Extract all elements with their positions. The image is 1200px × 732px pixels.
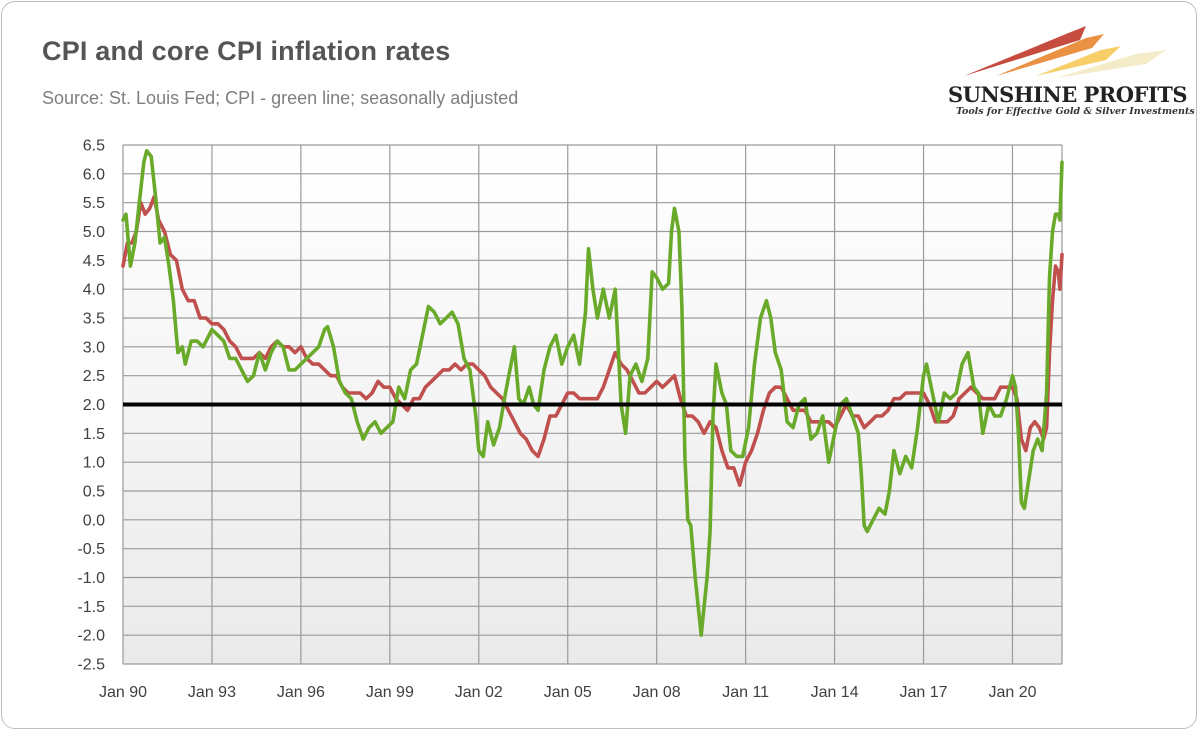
y-tick-label: -2.5 <box>77 657 105 674</box>
y-tick-label: -0.5 <box>77 541 105 558</box>
y-tick-label: 5.5 <box>83 195 105 212</box>
x-tick-label: Jan 05 <box>544 684 592 701</box>
y-tick-label: 2.0 <box>83 397 105 414</box>
x-tick-label: Jan 02 <box>455 684 503 701</box>
y-tick-label: -2.0 <box>77 628 105 645</box>
y-tick-label: 1.0 <box>83 455 105 472</box>
y-tick-label: 6.5 <box>83 138 105 155</box>
sunshine-profits-logo: SUNSHINE PROFITS Tools for Effective Gol… <box>936 20 1195 124</box>
x-tick-label: Jan 93 <box>188 684 236 701</box>
logo-swoosh-icon <box>964 26 1166 78</box>
y-tick-label: 3.5 <box>83 311 105 328</box>
x-tick-label: Jan 14 <box>811 684 859 701</box>
y-tick-label: 1.5 <box>83 426 105 443</box>
x-tick-label: Jan 11 <box>722 684 769 701</box>
x-tick-label: Jan 99 <box>366 684 414 701</box>
x-tick-label: Jan 96 <box>277 684 325 701</box>
x-tick-label: Jan 17 <box>900 684 948 701</box>
y-tick-label: 6.0 <box>83 166 105 183</box>
y-tick-label: -1.0 <box>77 570 105 587</box>
x-tick-label: Jan 90 <box>99 684 147 701</box>
y-tick-label: 3.0 <box>83 339 105 356</box>
y-axis-ticks: 6.5 6.0 5.5 5.0 4.5 4.0 3.5 3.0 2.5 2.0 1.5 1.0 0.5 0… <box>77 138 105 674</box>
y-tick-label: 2.5 <box>83 368 105 385</box>
logo-tagline: Tools for Effective Gold & Silver Invest… <box>956 106 1195 117</box>
y-tick-label: 4.5 <box>83 253 105 270</box>
y-tick-label: 5.0 <box>83 224 105 241</box>
x-tick-label: Jan 08 <box>633 684 681 701</box>
y-tick-label: 4.0 <box>83 282 105 299</box>
chart-title: CPI and core CPI inflation rates <box>42 36 451 66</box>
x-tick-label: Jan 20 <box>988 684 1036 701</box>
y-tick-label: -1.5 <box>77 599 105 616</box>
y-tick-label: 0.5 <box>83 484 105 501</box>
y-tick-label: 0.0 <box>83 512 105 529</box>
chart-subtitle: Source: St. Louis Fed; CPI - green line;… <box>42 88 519 108</box>
x-axis-ticks: Jan 90 Jan 93 Jan 96 Jan 99 Jan 02 Jan 05 Jan … <box>99 684 1037 701</box>
logo-name: SUNSHINE PROFITS <box>948 82 1188 107</box>
